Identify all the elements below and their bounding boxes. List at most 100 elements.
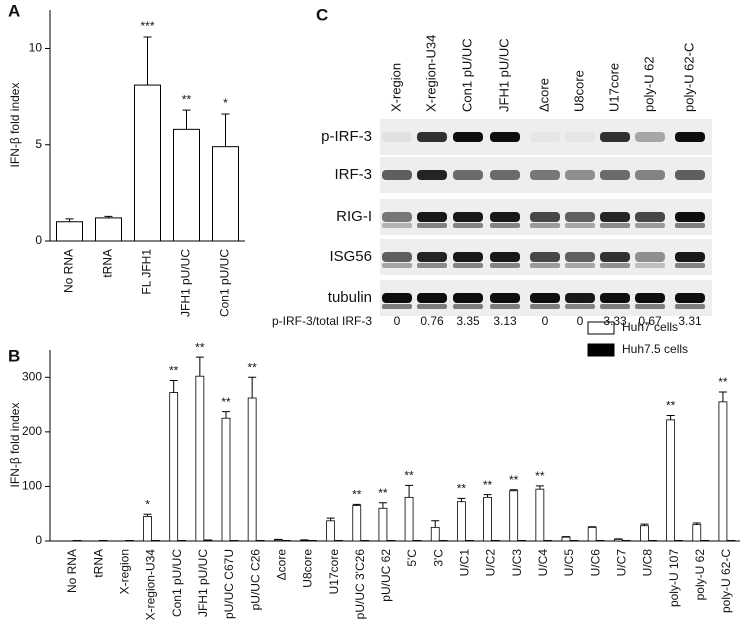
bar (124, 540, 134, 542)
blot-band (453, 293, 483, 303)
bar (326, 520, 336, 542)
blot-band (565, 293, 595, 303)
blot-band (453, 304, 483, 309)
bar (173, 128, 200, 242)
bar (674, 540, 684, 542)
bar (195, 375, 205, 542)
bar (386, 540, 396, 542)
x-tick-label: tRNA (101, 249, 115, 278)
x-tick-label: U/C2 (484, 549, 498, 577)
bar (666, 419, 676, 542)
error-bar (666, 414, 675, 420)
y-tick-label: 300 (22, 369, 42, 383)
x-tick-label: pU/UC C67U (222, 549, 236, 619)
blot-band (382, 263, 412, 268)
bar (151, 540, 160, 542)
significance: ** (182, 92, 192, 106)
blot-band (675, 223, 705, 228)
bar (273, 539, 283, 542)
blot-band (490, 263, 520, 268)
y-tick-label: 5 (35, 137, 42, 151)
x-tick-label: U/C8 (641, 549, 655, 577)
blot-band (635, 170, 665, 180)
blot-band (530, 252, 560, 262)
significance: ** (509, 473, 519, 487)
row-label: RIG-I (336, 208, 372, 225)
x-tick-label: U8core (301, 549, 315, 588)
panel-label: B (8, 346, 20, 365)
error-bar (588, 526, 597, 528)
blot-band (675, 132, 705, 142)
blot-band (675, 304, 705, 309)
bar (95, 217, 122, 242)
bar (56, 221, 83, 242)
blot-band (453, 252, 483, 262)
bar (692, 524, 702, 542)
bar (648, 540, 657, 542)
bar (247, 397, 257, 542)
bar (352, 505, 362, 542)
blot-band (382, 223, 412, 228)
x-tick-label: poly-U 62 (693, 549, 707, 601)
lane-label: JFH1 pU/UC (496, 38, 511, 112)
blot-band (453, 170, 483, 180)
blot-band (565, 132, 595, 142)
blot-band (453, 263, 483, 268)
bar (621, 540, 631, 542)
bar (561, 536, 571, 542)
blot-band (417, 293, 447, 303)
lane-label: Con1 pU/UC (459, 38, 474, 112)
legend-swatch (587, 321, 615, 335)
blot-band (490, 293, 520, 303)
lane-label: U17core (606, 63, 621, 112)
error-bar (431, 520, 440, 528)
x-tick-label: U/C1 (458, 549, 472, 577)
x-tick-label: X-region-U34 (144, 549, 158, 621)
row-label: ISG56 (329, 248, 372, 265)
blot-band (417, 170, 447, 180)
bar (177, 540, 187, 542)
blot-band (565, 263, 595, 268)
significance: ** (352, 488, 362, 502)
row-label: tubulin (328, 289, 372, 306)
error-bar (457, 497, 466, 502)
row-label: IRF-3 (335, 166, 373, 183)
blot-band (490, 304, 520, 309)
blot-band (530, 212, 560, 222)
error-bar (378, 502, 387, 509)
blot-band (530, 304, 560, 309)
bar (212, 146, 239, 242)
x-tick-label: pU/UC C26 (248, 549, 262, 611)
x-tick-label: No RNA (65, 549, 79, 593)
x-tick-label: No RNA (62, 249, 76, 293)
ratio-value: 0.76 (420, 314, 444, 328)
y-axis-title: IFN-β fold index (8, 403, 22, 488)
significance: * (223, 96, 228, 110)
ratio-value: 3.13 (493, 314, 517, 328)
blot-band (382, 252, 412, 262)
blot-band (635, 263, 665, 268)
blot-band (382, 170, 412, 180)
blot-band (635, 223, 665, 228)
error-bar (143, 36, 152, 86)
blot-band (382, 304, 412, 309)
blot-band (453, 132, 483, 142)
bar (718, 401, 728, 542)
x-tick-label: FL JFH1 (140, 249, 154, 295)
bar (308, 540, 317, 542)
blot-band (490, 212, 520, 222)
y-tick-label: 200 (22, 424, 42, 438)
blot-band (635, 304, 665, 309)
panel-label: A (8, 1, 20, 20)
blot-band (675, 170, 705, 180)
error-bar (195, 356, 204, 377)
x-tick-label: U/C6 (588, 549, 602, 577)
error-bar (221, 113, 230, 147)
error-bar (535, 485, 544, 490)
significance: ** (378, 486, 388, 500)
blot-band (675, 252, 705, 262)
legend-swatch (587, 343, 615, 357)
blot-band (530, 132, 560, 142)
bar (595, 540, 605, 542)
